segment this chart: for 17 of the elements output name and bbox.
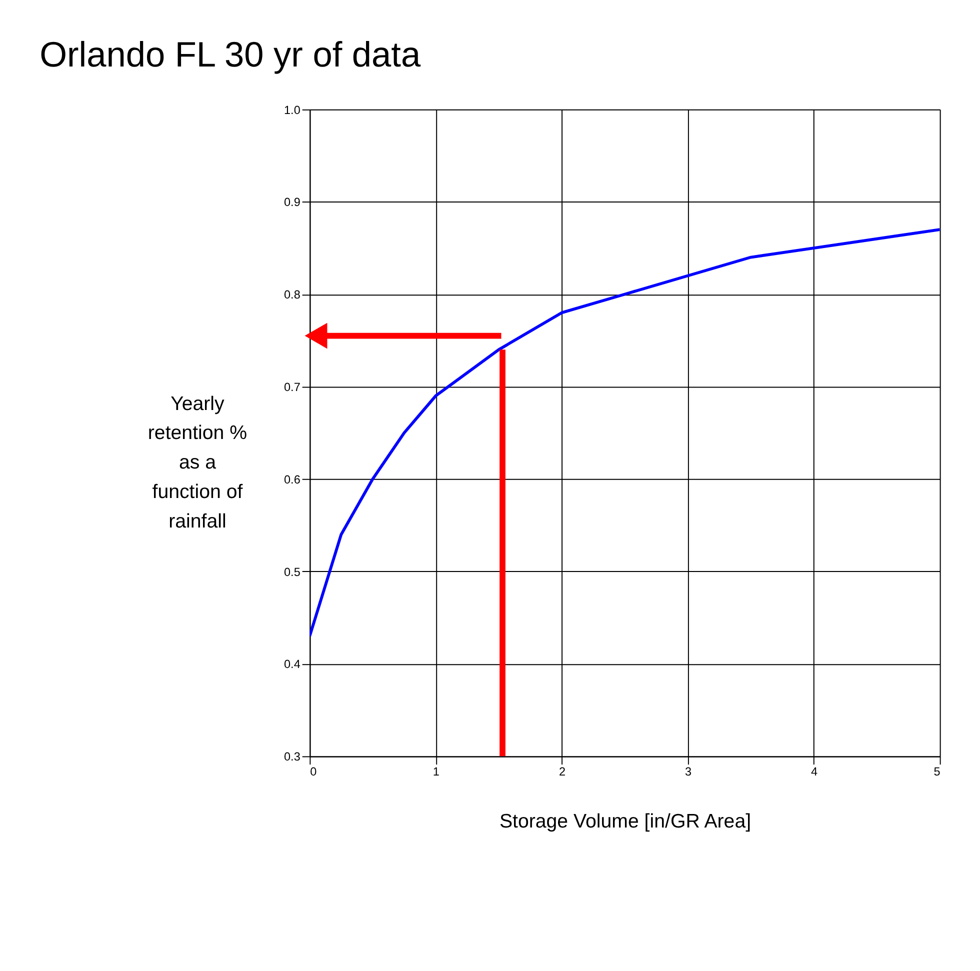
y-tick-label: 1.0 xyxy=(284,104,301,117)
y-tick-label: 0.4 xyxy=(284,658,301,672)
y-tick-label: 0.5 xyxy=(284,566,301,579)
y-tick-label: 0.9 xyxy=(284,196,300,210)
y-axis-title: Yearly retention % as a function of rainfall xyxy=(148,392,248,532)
x-tick-label: 3 xyxy=(684,765,692,778)
chart-title: Orlando FL 30 yr of data xyxy=(40,35,421,74)
x-tick-label: 5 xyxy=(934,765,941,778)
y-tick-label: 0.8 xyxy=(284,288,301,302)
y-tick-label: 0.6 xyxy=(284,473,301,486)
x-axis-title: Storage Volume [in/GR Area] xyxy=(499,810,752,832)
x-tick-label: 4 xyxy=(811,765,818,778)
x-tick-label: 2 xyxy=(558,765,566,778)
x-tick-label: 0 xyxy=(310,765,318,778)
y-tick-label: 0.7 xyxy=(284,381,300,394)
x-tick-label: 1 xyxy=(432,765,440,778)
y-tick-label: 0.3 xyxy=(284,750,301,764)
